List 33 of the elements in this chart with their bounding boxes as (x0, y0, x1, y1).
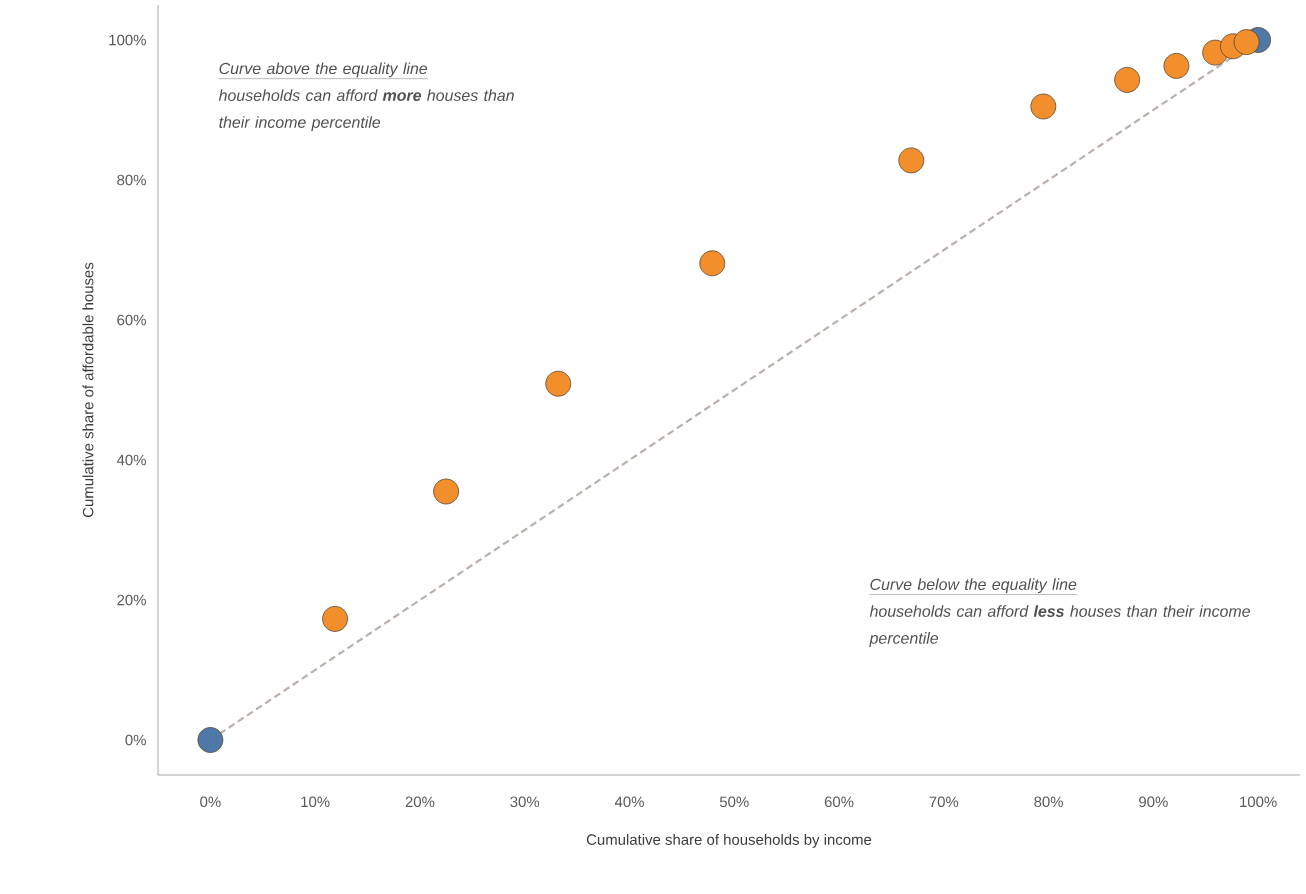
point (197, 727, 224, 753)
text: households can afford more houses than their income percentile (218, 89, 514, 132)
x-tick-label: 60% (824, 796, 854, 808)
x-tick-label: 100% (1240, 796, 1277, 808)
point (322, 606, 348, 632)
text: households can afford less houses than their income percentile (869, 605, 1250, 647)
y-axis-title: Cumulative share of affordable houses (82, 262, 94, 518)
y-tick-label: 40% (116, 454, 146, 466)
point (545, 370, 572, 397)
x-tick-label: 50% (719, 796, 749, 808)
y-tick-label: 60% (117, 314, 146, 326)
x-tick-label: 0% (200, 796, 221, 808)
y-tick-label: 0% (125, 734, 146, 746)
x-axis-title: Cumulative share of households by income (586, 833, 872, 848)
point (898, 147, 925, 174)
point (699, 250, 726, 277)
x-tick-label: 20% (405, 796, 435, 808)
x-tick-label: 40% (614, 796, 644, 808)
x-tick-label: 80% (1034, 796, 1063, 808)
point (1030, 93, 1057, 120)
x-tick-label: 90% (1139, 796, 1168, 808)
x-tick-label: 30% (510, 796, 540, 808)
point (433, 478, 460, 505)
point (1114, 66, 1141, 93)
y-tick-label: 20% (117, 594, 146, 606)
point (1233, 29, 1260, 55)
annotation: Curve above the equality line (219, 62, 428, 78)
y-tick-label: 100% (109, 34, 146, 46)
x-tick-label: 70% (929, 796, 959, 808)
x-tick-label: 10% (301, 796, 330, 808)
annotation: Curve below the equality line (870, 578, 1077, 594)
y-tick-label: 80% (117, 174, 146, 186)
point (1163, 52, 1190, 79)
